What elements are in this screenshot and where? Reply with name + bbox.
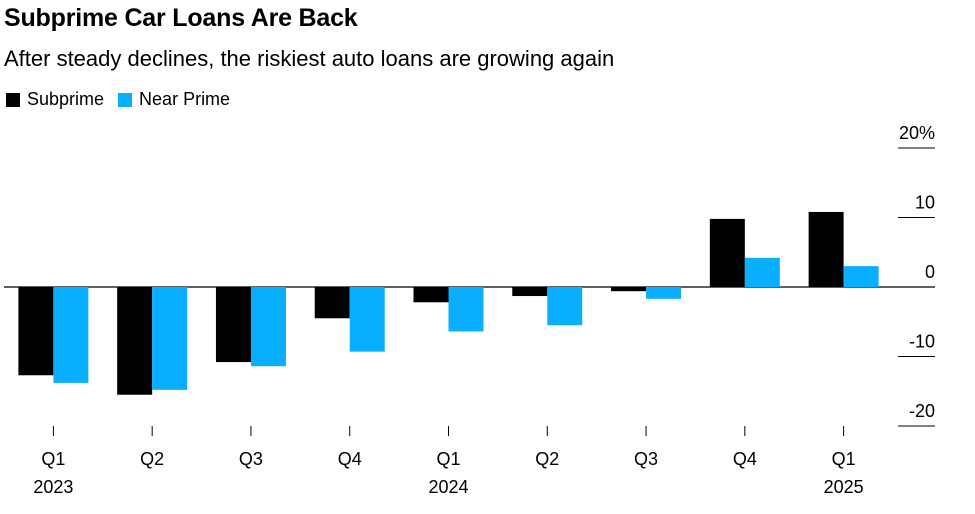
legend-label-subprime: Subprime bbox=[27, 89, 105, 109]
x-tick-label: Q1 bbox=[41, 449, 65, 469]
y-tick-label: 10 bbox=[915, 193, 935, 213]
legend-item-near-prime: Near Prime bbox=[118, 89, 230, 110]
y-tick-label: 20% bbox=[899, 123, 935, 143]
legend-label-near-prime: Near Prime bbox=[139, 89, 231, 109]
x-tick-label: Q2 bbox=[140, 449, 164, 469]
bar-subprime bbox=[611, 287, 647, 292]
legend-item-subprime: Subprime bbox=[6, 89, 104, 110]
x-tick-label: Q3 bbox=[239, 449, 263, 469]
bar-near-prime bbox=[547, 287, 583, 326]
bar-subprime bbox=[18, 287, 54, 376]
chart-subtitle: After steady declines, the riskiest auto… bbox=[4, 46, 615, 71]
bar-subprime bbox=[709, 218, 745, 287]
bar-near-prime bbox=[349, 287, 385, 352]
x-year-label: 2023 bbox=[33, 477, 73, 497]
legend-swatch-subprime bbox=[6, 92, 20, 107]
legend-swatch-near-prime bbox=[118, 92, 133, 107]
x-year-label: 2025 bbox=[824, 477, 864, 497]
bar-subprime bbox=[808, 211, 844, 287]
bar-near-prime bbox=[250, 287, 286, 367]
x-tick-label: Q4 bbox=[733, 449, 757, 469]
bar-near-prime bbox=[152, 287, 188, 390]
bar-subprime bbox=[117, 287, 153, 395]
bar-near-prime bbox=[646, 287, 682, 299]
bar-near-prime bbox=[744, 257, 780, 287]
bar-subprime bbox=[215, 287, 251, 363]
bar-near-prime bbox=[53, 287, 89, 383]
y-tick-label: -20 bbox=[909, 401, 935, 421]
x-tick-label: Q1 bbox=[832, 449, 856, 469]
chart-title: Subprime Car Loans Are Back bbox=[4, 4, 358, 32]
x-tick-label: Q3 bbox=[634, 449, 658, 469]
legend: Subprime Near Prime bbox=[6, 89, 244, 110]
bar-subprime bbox=[314, 287, 350, 319]
bar-near-prime bbox=[448, 287, 484, 332]
bar-subprime bbox=[512, 287, 548, 297]
x-tick-label: Q1 bbox=[436, 449, 460, 469]
x-year-label: 2024 bbox=[428, 477, 468, 497]
y-tick-label: 0 bbox=[925, 262, 935, 282]
x-tick-label: Q4 bbox=[338, 449, 362, 469]
x-tick-label: Q2 bbox=[535, 449, 559, 469]
bar-near-prime bbox=[843, 266, 879, 287]
y-tick-label: -10 bbox=[909, 332, 935, 352]
bar-subprime bbox=[413, 287, 449, 303]
